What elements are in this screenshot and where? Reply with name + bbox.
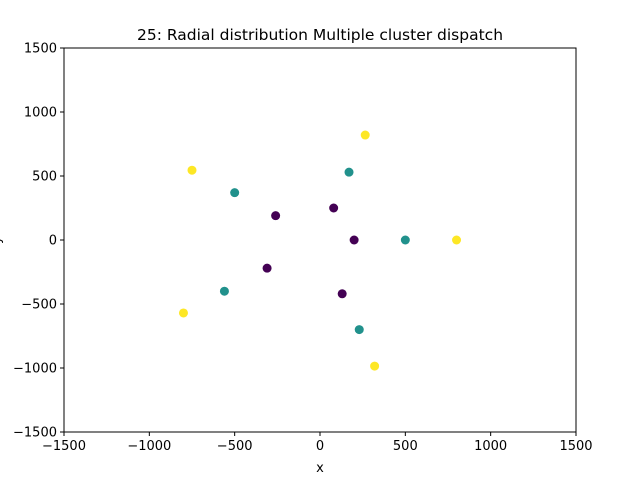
y-axis-label: y xyxy=(0,236,4,244)
data-point xyxy=(344,167,354,177)
y-tick-label: 1500 xyxy=(24,42,57,57)
x-axis-label: x xyxy=(316,461,324,476)
data-point xyxy=(271,211,281,221)
data-point xyxy=(349,235,359,245)
data-point xyxy=(187,165,197,175)
data-point xyxy=(400,235,410,245)
y-tick-label: 500 xyxy=(32,170,57,185)
data-point xyxy=(219,286,229,296)
y-axis: −1500 −1000 −500 0 500 1000 1500 xyxy=(13,42,64,441)
x-axis: −1500 −1000 −500 0 500 1000 1500 xyxy=(42,432,593,454)
data-point xyxy=(230,188,240,198)
x-tick-label: −1500 xyxy=(42,439,86,454)
y-tick-label: −1000 xyxy=(13,362,57,377)
y-tick-label: 0 xyxy=(49,234,57,249)
data-point xyxy=(354,325,364,335)
x-tick-label: 1000 xyxy=(474,439,507,454)
data-point xyxy=(178,308,188,318)
x-tick-label: 1500 xyxy=(559,439,592,454)
x-tick-label: 500 xyxy=(393,439,418,454)
x-tick-label: −1000 xyxy=(127,439,171,454)
points-layer xyxy=(178,130,462,371)
data-point xyxy=(329,203,339,213)
data-point xyxy=(370,361,380,371)
y-tick-label: 1000 xyxy=(24,106,57,121)
data-point xyxy=(262,263,272,273)
x-tick-label: 0 xyxy=(316,439,324,454)
y-tick-label: −500 xyxy=(21,298,57,313)
y-tick-label: −1500 xyxy=(13,426,57,441)
data-point xyxy=(337,289,347,299)
data-point xyxy=(452,235,462,245)
x-tick-label: −500 xyxy=(217,439,253,454)
data-point xyxy=(360,130,370,140)
chart-title: 25: Radial distribution Multiple cluster… xyxy=(137,26,503,44)
